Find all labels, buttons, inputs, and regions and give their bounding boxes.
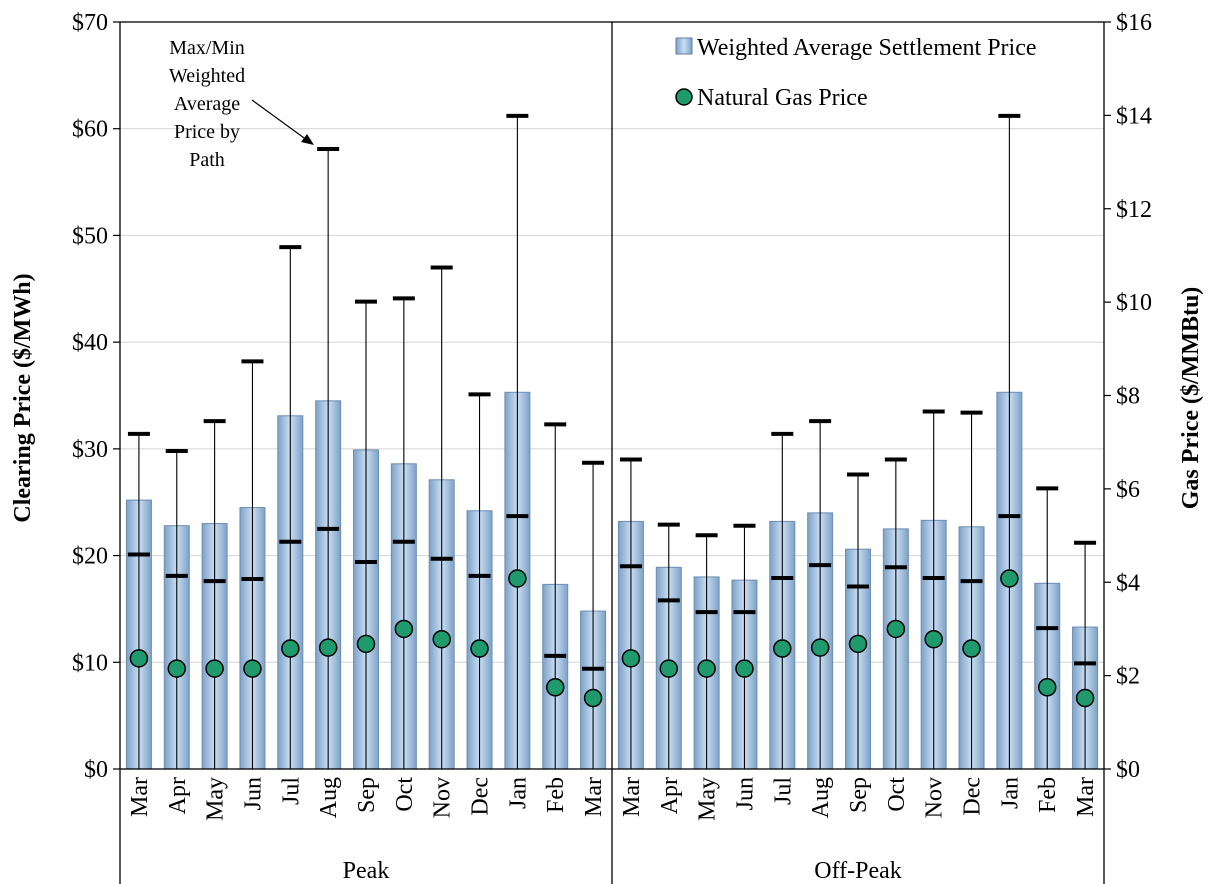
x-tick-label: Jan: [505, 777, 531, 809]
x-tick-label: May: [203, 777, 229, 821]
gas-price-dot: [659, 659, 679, 678]
gas-price-dot: [583, 688, 603, 708]
x-tick-label: Mar: [619, 777, 645, 817]
y2-tick-label: $0: [1116, 757, 1140, 783]
legend-dot-label: Natural Gas Price: [697, 85, 868, 111]
gas-price-dot: [281, 639, 300, 658]
gas-price-dot: [243, 659, 262, 678]
x-tick-label: Mar: [1073, 777, 1099, 817]
gas-price-dot: [167, 659, 187, 678]
gas-price-dot: [1075, 688, 1095, 708]
gas-price-dot: [545, 678, 565, 697]
y-tick-label: $50: [72, 223, 108, 249]
y-tick-label: $0: [84, 757, 108, 783]
y2-tick-label: $12: [1116, 197, 1152, 223]
y2-tick-label: $4: [1116, 570, 1140, 596]
x-tick-label: May: [695, 777, 721, 821]
x-tick-label: Oct: [884, 777, 910, 812]
gas-price-dot: [508, 569, 527, 588]
legend-bar-swatch: [675, 37, 693, 55]
y2-tick-label: $16: [1116, 10, 1152, 36]
x-tick-label: Aug: [808, 777, 834, 818]
gas-price-dot: [886, 619, 906, 639]
y2-tick-label: $6: [1116, 477, 1140, 503]
gas-price-dot: [205, 659, 224, 678]
gas-price-dot: [129, 649, 149, 668]
annotation-line-4: Price by: [174, 121, 240, 143]
y2-tick-label: $14: [1116, 103, 1152, 129]
annotation-line-2: Weighted: [169, 65, 245, 87]
annotation-arrowhead: [301, 134, 314, 145]
legend: Weighted Average Settlement Price Natura…: [675, 35, 1037, 111]
x-tick-label: Apr: [165, 777, 191, 814]
x-tick-label: Mar: [581, 777, 607, 817]
x-tick-label: Jun: [240, 777, 266, 810]
y2-axis-ticks: $0 $2 $4 $6 $8 $10 $12 $14 $16: [1104, 10, 1152, 783]
y-tick-label: $10: [72, 650, 108, 676]
gas-price-dot: [773, 639, 792, 658]
x-tick-label: Feb: [543, 777, 569, 813]
gas-price-dot: [432, 629, 451, 649]
y-tick-label: $30: [72, 437, 108, 463]
y-tick-label: $40: [72, 330, 108, 356]
gas-price-dot: [394, 619, 414, 639]
axes: [119, 21, 1105, 884]
annotation-arrow: [251, 99, 312, 144]
x-tick-label: Dec: [960, 777, 986, 816]
annotation-line-3: Average: [174, 93, 240, 115]
x-tick-label: Jul: [770, 777, 796, 805]
x-tick-label: Nov: [922, 777, 948, 818]
x-tick-label: Feb: [1035, 777, 1061, 813]
x-tick-label: Nov: [430, 777, 456, 818]
x-tick-label: Sep: [354, 777, 380, 813]
legend-dot-swatch: [675, 88, 693, 106]
x-tick-label: Apr: [657, 777, 683, 814]
x-group-label: Peak: [343, 858, 390, 884]
y2-tick-label: $2: [1116, 664, 1140, 690]
gas-price-dot: [810, 638, 830, 657]
gas-price-dot: [697, 659, 716, 678]
annotation: Max/Min Weighted Average Price by Path: [169, 37, 314, 171]
y-tick-label: $20: [72, 544, 108, 570]
gas-price-dot: [848, 634, 868, 654]
x-tick-label: Dec: [468, 777, 494, 816]
x-tick-label: Jul: [278, 777, 304, 805]
gas-price-dot: [621, 649, 641, 668]
y2-tick-label: $10: [1116, 290, 1152, 316]
x-tick-label: Jun: [732, 777, 758, 810]
x-group-label: Off-Peak: [814, 858, 902, 884]
x-axis-labels: Mar Apr May Jun Jul Aug Sep Oct Nov Dec Jan Feb Mar P…: [127, 777, 1099, 884]
gas-price-dot: [1000, 569, 1019, 588]
gas-price-dot: [470, 639, 489, 658]
error-bars: [127, 113, 1097, 769]
gas-price-dot: [1037, 678, 1057, 697]
annotation-line-1: Max/Min: [169, 37, 245, 59]
x-tick-label: Sep: [846, 777, 872, 813]
y-axis-title: Clearing Price ($/MWh): [10, 273, 36, 522]
gas-price-dot: [962, 639, 981, 658]
annotation-line-5: Path: [189, 149, 225, 171]
gas-price-dot: [924, 629, 943, 649]
x-tick-label: Jan: [997, 777, 1023, 809]
gas-price-dot: [318, 638, 338, 657]
gas-price-dot: [356, 634, 376, 654]
y-axis-ticks: $0 $10 $20 $30 $40 $50 $60 $70: [72, 10, 120, 783]
y2-tick-label: $8: [1116, 384, 1140, 410]
y-tick-label: $70: [72, 10, 108, 36]
gas-price-dot: [735, 659, 754, 678]
x-tick-label: Aug: [316, 777, 342, 818]
y-tick-label: $60: [72, 117, 108, 143]
x-tick-label: Mar: [127, 777, 153, 817]
gas-price-dots: [129, 569, 1095, 708]
y2-axis-title: Gas Price ($/MMBtu): [1178, 287, 1204, 510]
x-tick-label: Oct: [392, 777, 418, 812]
legend-bar-label: Weighted Average Settlement Price: [697, 35, 1037, 61]
